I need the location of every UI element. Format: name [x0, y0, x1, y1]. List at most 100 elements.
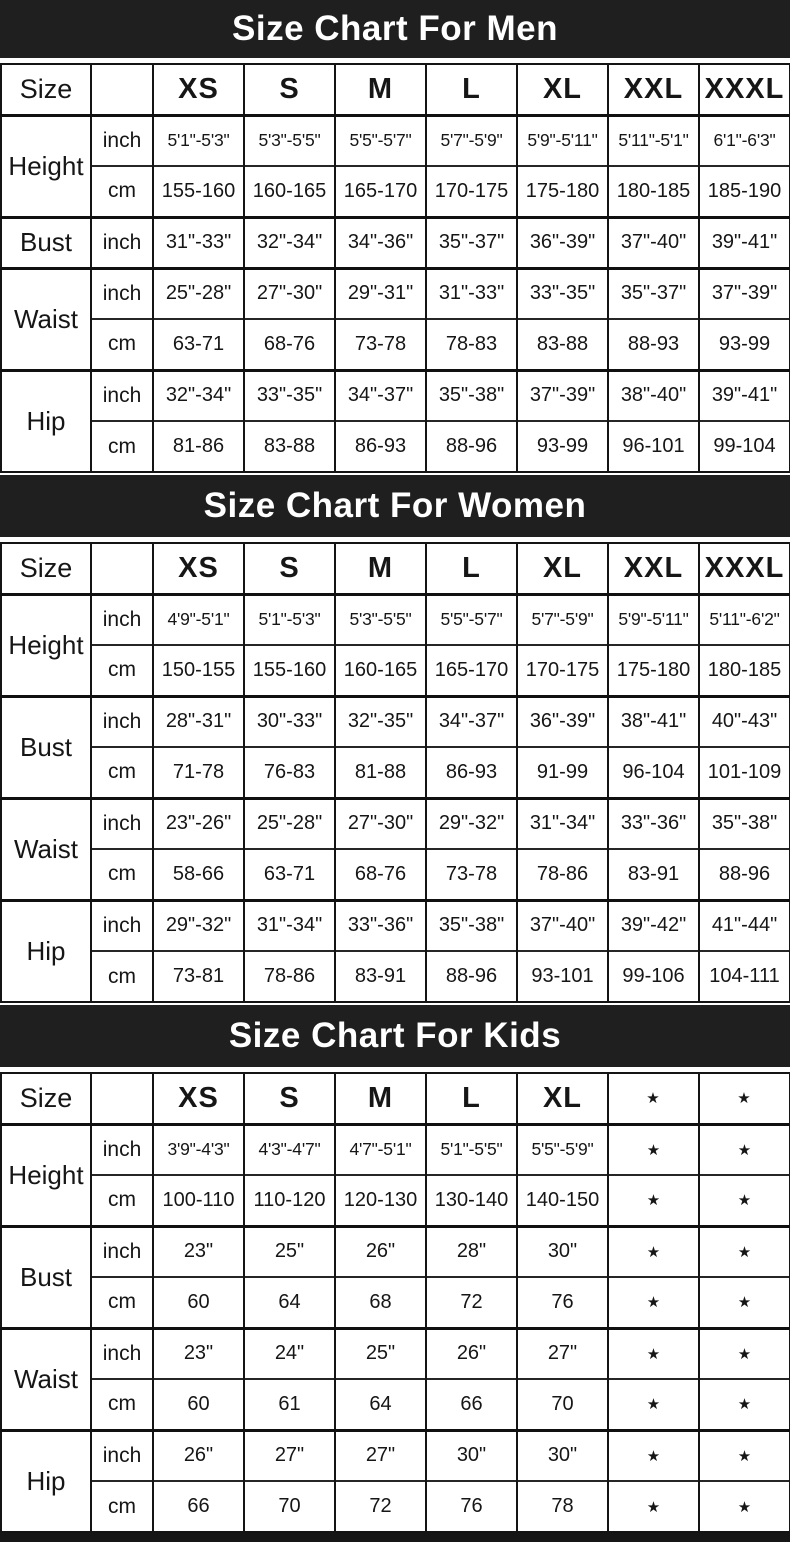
size-column-header: L	[425, 543, 518, 594]
value-cell: 93-99	[698, 319, 790, 370]
women-size-header-row: Size XS S M L XL XXL XXXL	[0, 543, 790, 594]
size-corner-label: Size	[0, 1073, 92, 1124]
value-cell: ★	[607, 1379, 700, 1430]
unit-label: cm	[90, 1175, 154, 1226]
unit-label: cm	[90, 747, 154, 798]
value-cell: 78	[516, 1481, 609, 1532]
value-cell: ★	[607, 1277, 700, 1328]
unit-column-blank-header	[90, 64, 154, 115]
unit-label: cm	[90, 421, 154, 472]
value-cell: 25"	[243, 1226, 336, 1277]
value-cell: ★	[607, 1175, 700, 1226]
value-cell: 101-109	[698, 747, 790, 798]
kids-size-chart-section: Size Chart For Kids Size XS S M L XL ★ ★ Height i…	[0, 1005, 790, 1533]
value-cell: 5'11"-6'2"	[698, 594, 790, 645]
value-cell: 37"-40"	[607, 217, 700, 268]
unit-label: cm	[90, 1379, 154, 1430]
row-label-height: Height	[0, 1124, 92, 1226]
men-hip-inch-row: Hip inch 32"-34" 33"-35" 34"-37" 35"-38" 37"-3…	[0, 370, 790, 472]
value-cell: 35"-37"	[607, 268, 700, 319]
value-cell: 155-160	[152, 166, 245, 217]
size-column-header: XS	[152, 543, 245, 594]
value-cell: 23"-26"	[152, 798, 245, 849]
value-cell: 160-165	[334, 645, 427, 696]
unit-label: inch	[90, 594, 154, 645]
value-cell: 29"-32"	[425, 798, 518, 849]
value-cell: 76	[516, 1277, 609, 1328]
size-column-header: XL	[516, 64, 609, 115]
value-cell: 180-185	[698, 645, 790, 696]
value-cell: 91-99	[516, 747, 609, 798]
value-cell: 140-150	[516, 1175, 609, 1226]
size-corner-label: Size	[0, 543, 92, 594]
unit-label: cm	[90, 319, 154, 370]
women-hip-inch-row: Hip inch 29"-32" 31"-34" 33"-36" 35"-38" 37"-4…	[0, 900, 790, 1002]
size-column-header: XS	[152, 64, 245, 115]
value-cell: 83-88	[516, 319, 609, 370]
value-cell: 35"-38"	[425, 370, 518, 421]
size-column-header: XXXL	[698, 543, 790, 594]
value-cell: 60	[152, 1379, 245, 1430]
kids-waist-cm-row: cm 60 61 64 66 70 ★ ★	[1, 1379, 790, 1430]
unit-label: inch	[90, 1430, 154, 1481]
value-cell: 81-86	[152, 421, 245, 472]
value-cell: 5'11"-5'1"	[607, 115, 700, 166]
value-cell: ★	[698, 1226, 790, 1277]
value-cell: 35"-38"	[698, 798, 790, 849]
unit-label: inch	[90, 1124, 154, 1175]
value-cell: 37"-40"	[516, 900, 609, 951]
row-label-waist: Waist	[0, 268, 92, 370]
row-label-waist: Waist	[0, 1328, 92, 1430]
value-cell: ★	[698, 1277, 790, 1328]
value-cell: 36"-39"	[516, 217, 609, 268]
size-column-header: XXXL	[698, 64, 790, 115]
unit-label: inch	[90, 115, 154, 166]
size-column-header: ★	[607, 1073, 700, 1124]
women-waist-cm-row: cm 58-66 63-71 68-76 73-78 78-86 83-91 88-96	[1, 849, 790, 900]
value-cell: 88-96	[425, 951, 518, 1002]
kids-size-table: Size XS S M L XL ★ ★ Height inch 3'9"-4'3" 4'3"-4'7…	[0, 1072, 790, 1533]
value-cell: 40"-43"	[698, 696, 790, 747]
size-column-header: ★	[698, 1073, 790, 1124]
value-cell: 36"-39"	[516, 696, 609, 747]
value-cell: 27"-30"	[334, 798, 427, 849]
value-cell: 81-88	[334, 747, 427, 798]
women-chart-title-banner: Size Chart For Women	[0, 475, 790, 537]
size-corner-label: Size	[0, 64, 92, 115]
size-column-header: XXL	[607, 543, 700, 594]
women-hip-cm-row: cm 73-81 78-86 83-91 88-96 93-101 99-106 104-11…	[1, 951, 790, 1002]
size-column-header: S	[243, 64, 336, 115]
women-waist-inch-row: Waist inch 23"-26" 25"-28" 27"-30" 29"-32" 31"…	[0, 798, 790, 900]
value-cell: 31"-33"	[152, 217, 245, 268]
value-cell: ★	[607, 1481, 700, 1532]
value-cell: 30"-33"	[243, 696, 336, 747]
unit-label: inch	[90, 1328, 154, 1379]
value-cell: 38"-40"	[607, 370, 700, 421]
size-column-header: L	[425, 1073, 518, 1124]
women-height-cm-row: cm 150-155 155-160 160-165 165-170 170-175 175…	[1, 645, 790, 696]
size-column-header: XS	[152, 1073, 245, 1124]
value-cell: 61	[243, 1379, 336, 1430]
value-cell: 93-99	[516, 421, 609, 472]
men-bust-inch-row: Bust inch 31"-33" 32"-34" 34"-36" 35"-37" 36"-…	[0, 217, 790, 268]
men-hip-cm-row: cm 81-86 83-88 86-93 88-96 93-99 96-101 99-104	[1, 421, 790, 472]
value-cell: ★	[607, 1328, 700, 1379]
value-cell: 33"-35"	[516, 268, 609, 319]
value-cell: 88-96	[425, 421, 518, 472]
unit-column-blank-header	[90, 543, 154, 594]
size-column-header: XXL	[607, 64, 700, 115]
value-cell: 63-71	[243, 849, 336, 900]
value-cell: 73-78	[425, 849, 518, 900]
value-cell: 32"-34"	[243, 217, 336, 268]
value-cell: 39"-41"	[698, 370, 790, 421]
value-cell: 5'3"-5'5"	[334, 594, 427, 645]
unit-label: cm	[90, 645, 154, 696]
row-label-bust: Bust	[0, 696, 92, 798]
row-label-hip: Hip	[0, 900, 92, 1002]
kids-size-header-row: Size XS S M L XL ★ ★	[0, 1073, 790, 1124]
men-size-table-holder: Size XS S M L XL XXL XXXL Height inch 5'1"-5'3" 5'3…	[0, 63, 790, 473]
women-size-table: Size XS S M L XL XXL XXXL Height inch 4'9"-5'1" 5'1…	[0, 542, 790, 1003]
kids-bust-cm-row: cm 60 64 68 72 76 ★ ★	[1, 1277, 790, 1328]
value-cell: 39"-42"	[607, 900, 700, 951]
value-cell: 5'5"-5'7"	[334, 115, 427, 166]
